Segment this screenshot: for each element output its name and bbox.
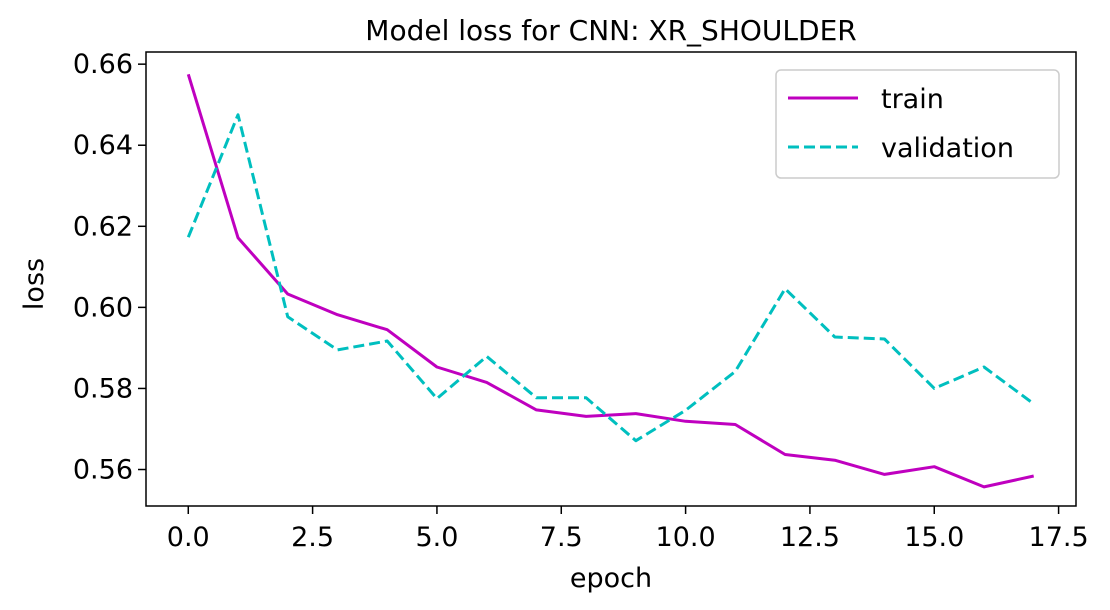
x-tick-label: 0.0 [167,522,210,553]
x-axis: 0.0 2.5 5.0 7.5 10.0 12.5 15.0 17.5 [167,506,1089,553]
x-tick-label: 17.5 [1029,522,1089,553]
y-tick-label: 0.64 [73,130,133,161]
y-tick-label: 0.62 [73,211,133,242]
y-axis: 0.56 0.58 0.60 0.62 0.64 0.66 [73,49,146,486]
x-axis-label: epoch [570,563,652,594]
x-tick-label: 2.5 [291,522,334,553]
y-tick-label: 0.66 [73,49,133,80]
y-tick-label: 0.56 [73,455,133,486]
chart-title: Model loss for CNN: XR_SHOULDER [365,14,856,47]
series-line-train [186,73,1035,489]
x-tick-label: 12.5 [780,522,840,553]
x-tick-label: 15.0 [904,522,964,553]
x-tick-label: 7.5 [540,522,583,553]
legend: train validation [775,69,1060,179]
legend-label-validation: validation [881,133,1014,164]
series-line-validation [186,113,1035,443]
y-tick-label: 0.58 [73,373,133,404]
y-axis-label: loss [19,258,50,310]
y-tick-label: 0.60 [73,292,133,323]
x-tick-label: 5.0 [415,522,458,553]
legend-label-train: train [881,84,944,115]
x-tick-label: 10.0 [656,522,716,553]
plot-frame [145,51,1077,507]
series-lines [186,73,1035,489]
